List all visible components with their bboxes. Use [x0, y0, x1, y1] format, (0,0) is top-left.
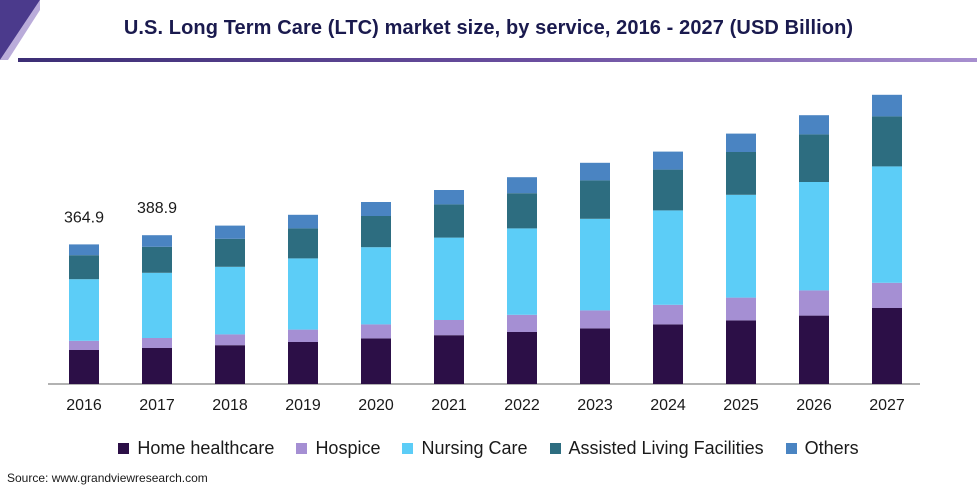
bar-segment-home-healthcare-2022: [507, 332, 537, 384]
bar-segment-others-2017: [142, 235, 172, 247]
bar-segment-assisted-living-facilities-2017: [142, 246, 172, 273]
bar-segment-others-2019: [288, 214, 318, 229]
bar-segment-hospice-2017: [142, 338, 172, 348]
bar-segment-others-2027: [872, 94, 902, 117]
bar-segment-home-healthcare-2023: [580, 328, 610, 384]
legend-label-home-healthcare: Home healthcare: [137, 438, 275, 458]
bar-segment-home-healthcare-2021: [434, 335, 464, 384]
x-tick-label-2020: 2020: [358, 397, 394, 414]
bar-segment-others-2020: [361, 202, 391, 216]
legend-item-nursing-care: Nursing Care: [402, 438, 528, 459]
x-tick-label-2023: 2023: [577, 397, 613, 414]
bar-segment-home-healthcare-2024: [653, 324, 683, 384]
bar-segment-hospice-2024: [653, 304, 683, 325]
x-tick-label-2022: 2022: [504, 397, 540, 414]
stacked-bar-chart: 364.9 388.9 2016 2017 2018 2019 2020 2021 2022 2…: [48, 94, 920, 414]
bar-segment-others-2021: [434, 190, 464, 205]
data-label-2017: 388.9: [137, 200, 177, 217]
bar-segment-home-healthcare-2020: [361, 338, 391, 384]
source-note: Source: www.grandviewresearch.com: [7, 471, 208, 485]
bar-segment-assisted-living-facilities-2025: [726, 152, 756, 195]
bar-segment-nursing-care-2021: [434, 237, 464, 320]
bar-segment-others-2026: [799, 115, 829, 135]
legend-item-others: Others: [785, 438, 859, 459]
bar-segment-nursing-care-2022: [507, 228, 537, 315]
bar-segment-assisted-living-facilities-2023: [580, 180, 610, 219]
x-tick-label-2016: 2016: [66, 397, 102, 414]
bar-segment-assisted-living-facilities-2022: [507, 193, 537, 229]
bar-segment-others-2025: [726, 133, 756, 152]
data-label-2016: 364.9: [64, 209, 104, 226]
bar-segment-nursing-care-2026: [799, 182, 829, 291]
bar-segment-hospice-2018: [215, 334, 245, 346]
legend-label-assisted-living-facilities: Assisted Living Facilities: [568, 438, 764, 458]
bar-segment-others-2016: [69, 244, 99, 256]
legend-swatch-nursing-care: [402, 443, 414, 454]
legend-item-hospice: Hospice: [296, 438, 380, 459]
bar-segment-home-healthcare-2017: [142, 348, 172, 384]
chart-title: U.S. Long Term Care (LTC) market size, b…: [123, 17, 854, 39]
x-tick-label-2019: 2019: [285, 397, 321, 414]
legend-label-hospice: Hospice: [315, 438, 381, 458]
bar-segment-nursing-care-2025: [726, 194, 756, 298]
x-tick-label-2026: 2026: [796, 397, 832, 414]
x-tick-label-2025: 2025: [723, 397, 759, 414]
bar-segment-hospice-2026: [799, 290, 829, 316]
brand-logo-corner: [0, 0, 40, 60]
legend-item-assisted-living-facilities: Assisted Living Facilities: [549, 438, 764, 459]
bar-segment-nursing-care-2027: [872, 166, 902, 283]
legend-label-others: Others: [804, 438, 859, 458]
bar-segment-nursing-care-2023: [580, 218, 610, 311]
bar-segment-assisted-living-facilities-2020: [361, 216, 391, 248]
bar-segment-nursing-care-2017: [142, 272, 172, 338]
bar-segment-nursing-care-2018: [215, 266, 245, 335]
legend-swatch-hospice: [296, 443, 308, 454]
x-tick-label-2027: 2027: [869, 397, 905, 414]
bar-segment-others-2024: [653, 151, 683, 170]
bar-segment-others-2023: [580, 162, 610, 181]
chart-legend: Home healthcare Hospice Nursing Care Assist…: [0, 438, 977, 459]
bar-segment-assisted-living-facilities-2026: [799, 134, 829, 182]
bar-segment-assisted-living-facilities-2018: [215, 238, 245, 267]
legend-item-home-healthcare: Home healthcare: [118, 438, 274, 459]
bar-segment-hospice-2022: [507, 314, 537, 332]
bar-segment-assisted-living-facilities-2024: [653, 169, 683, 211]
x-tick-label-2017: 2017: [139, 397, 175, 414]
bar-segment-hospice-2016: [69, 340, 99, 350]
bar-segment-nursing-care-2024: [653, 210, 683, 305]
bar-segment-hospice-2019: [288, 329, 318, 342]
bar-segment-others-2018: [215, 225, 245, 239]
bar-segment-home-healthcare-2025: [726, 320, 756, 384]
title-divider: [18, 58, 977, 62]
x-tick-label-2021: 2021: [431, 397, 467, 414]
legend-swatch-home-healthcare: [118, 443, 130, 454]
bar-segment-others-2022: [507, 177, 537, 194]
legend-swatch-others: [785, 443, 797, 454]
bar-segment-home-healthcare-2018: [215, 345, 245, 384]
bar-segment-home-healthcare-2027: [872, 308, 902, 384]
bar-segment-home-healthcare-2016: [69, 350, 99, 384]
bar-segment-nursing-care-2019: [288, 258, 318, 330]
bar-segment-hospice-2021: [434, 320, 464, 336]
bar-segment-nursing-care-2016: [69, 279, 99, 341]
bar-segment-hospice-2023: [580, 310, 610, 329]
bar-segment-assisted-living-facilities-2027: [872, 116, 902, 167]
bar-segment-nursing-care-2020: [361, 247, 391, 325]
bar-segment-hospice-2027: [872, 282, 902, 308]
legend-label-nursing-care: Nursing Care: [421, 438, 528, 458]
bar-segment-assisted-living-facilities-2019: [288, 228, 318, 259]
x-tick-label-2024: 2024: [650, 397, 686, 414]
bar-segment-assisted-living-facilities-2016: [69, 255, 99, 280]
bar-segment-hospice-2020: [361, 324, 391, 339]
bar-segment-home-healthcare-2026: [799, 315, 829, 384]
bar-segment-home-healthcare-2019: [288, 342, 318, 384]
bar-segment-assisted-living-facilities-2021: [434, 204, 464, 238]
legend-swatch-assisted-living-facilities: [549, 443, 561, 454]
x-tick-label-2018: 2018: [212, 397, 248, 414]
bar-segment-hospice-2025: [726, 297, 756, 321]
